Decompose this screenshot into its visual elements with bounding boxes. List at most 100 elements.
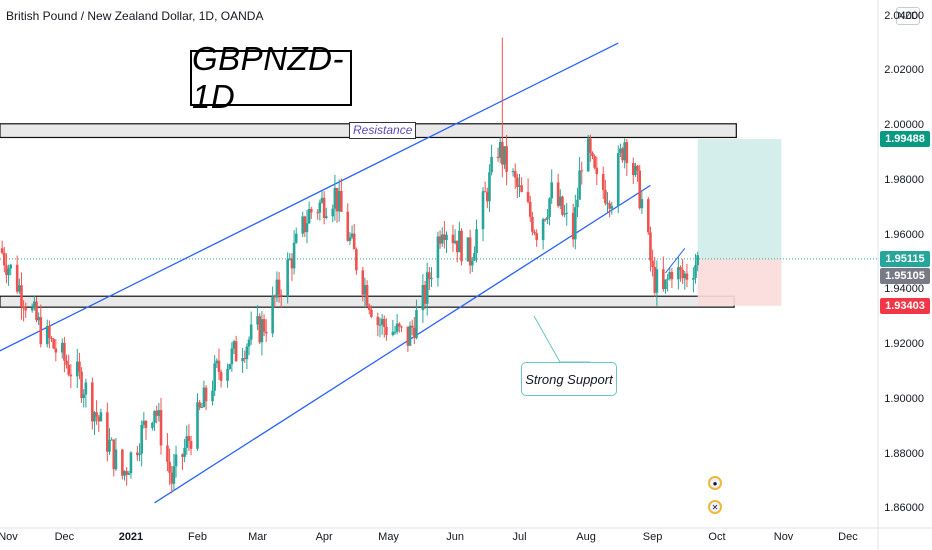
candle-body (215, 360, 219, 364)
candle-body (292, 242, 296, 269)
candle-body (166, 445, 169, 462)
candle-body (183, 447, 186, 457)
candle-body (574, 207, 577, 240)
candle-body (395, 323, 399, 332)
candle-body (443, 234, 446, 240)
candle-body (543, 219, 547, 221)
candle-body (114, 449, 118, 470)
candle-body (528, 201, 532, 217)
time-tick-label: Nov (0, 531, 18, 543)
candle-body (664, 279, 667, 290)
candle-body (22, 306, 25, 309)
candle-body (322, 197, 326, 218)
candle-body (181, 454, 184, 457)
candle-body (340, 191, 343, 212)
price-tick-label: 1.98000 (884, 173, 924, 186)
target-zone (697, 139, 782, 259)
candle-body (631, 163, 635, 176)
candle-body (136, 452, 139, 456)
candle-body (445, 234, 448, 240)
candle-body (640, 199, 644, 209)
candle-body (217, 360, 221, 373)
candle-body (2, 252, 6, 266)
candle-body (303, 216, 307, 233)
candle-body (655, 269, 659, 293)
candle-body (200, 407, 204, 409)
candle-body (425, 272, 429, 304)
time-tick-label: Jun (446, 531, 464, 543)
candle-body (262, 319, 266, 332)
candle-body (348, 237, 352, 241)
candle-body (558, 196, 562, 206)
candle-body (63, 342, 66, 361)
candle-body (273, 296, 277, 298)
candle-body (97, 416, 101, 422)
candle-body (37, 317, 40, 321)
channel-lower-line (154, 184, 651, 504)
time-tick-label: May (378, 531, 399, 543)
candle-body (35, 301, 38, 321)
candle-body (260, 319, 264, 343)
resistance-label: Resistance (349, 122, 417, 139)
uk-flag-icon[interactable]: ✕ (708, 500, 722, 514)
candle-body (333, 187, 337, 209)
candle-body (634, 165, 637, 176)
candle-body (677, 267, 680, 280)
nz-flag-icon[interactable]: ● (708, 476, 722, 490)
candle-body (309, 208, 313, 213)
candle-body (80, 371, 83, 399)
candle-body (662, 269, 665, 290)
time-tick-label: Oct (708, 531, 726, 543)
candle-body (610, 206, 614, 209)
candle-body (498, 141, 502, 158)
candle-body (608, 203, 611, 209)
candle-body (365, 285, 369, 306)
candle-body (187, 436, 191, 442)
candle-body (226, 368, 229, 381)
candle-body (460, 230, 463, 262)
candle-body (0, 248, 4, 253)
candle-body (335, 187, 339, 212)
candle-body (211, 390, 214, 402)
candle-body (440, 234, 444, 244)
candle-body (385, 326, 388, 335)
candle-body (571, 212, 575, 240)
candle-body (370, 309, 373, 317)
candle-body (352, 233, 356, 250)
time-tick-label: Dec (838, 531, 858, 543)
candle-body (110, 439, 113, 441)
candle-body (249, 324, 253, 340)
candle-body (363, 285, 367, 295)
candle-body (413, 327, 416, 339)
candle-body (681, 269, 684, 279)
candle-body (511, 171, 515, 173)
candle-body (533, 231, 536, 234)
candle-body (159, 410, 163, 446)
candle-body (410, 325, 414, 328)
candle-body (518, 185, 521, 187)
candle-body (202, 387, 206, 408)
candle-body (241, 358, 244, 362)
candle-body (548, 198, 551, 218)
candle-body (470, 260, 474, 266)
price-badge: 1.95115 (880, 250, 930, 267)
candle-body (561, 196, 564, 215)
candle-body (290, 258, 294, 269)
candle-body (24, 308, 28, 311)
candle-body (595, 167, 599, 175)
candle-body (277, 279, 281, 295)
candle-body (196, 402, 199, 449)
symbol-title: British Pound / New Zealand Dollar, 1D, … (6, 9, 264, 23)
candle-body (621, 148, 624, 161)
candle-body (378, 324, 382, 326)
candle-body (685, 273, 689, 280)
currency-selector[interactable]: NZD (896, 7, 920, 25)
candle-body (185, 436, 189, 448)
candle-body (541, 219, 545, 241)
time-tick-label: Dec (54, 531, 75, 543)
candle-body (99, 412, 103, 422)
candle-body (9, 264, 13, 269)
candle-body (591, 152, 594, 157)
candle-body (606, 203, 609, 205)
